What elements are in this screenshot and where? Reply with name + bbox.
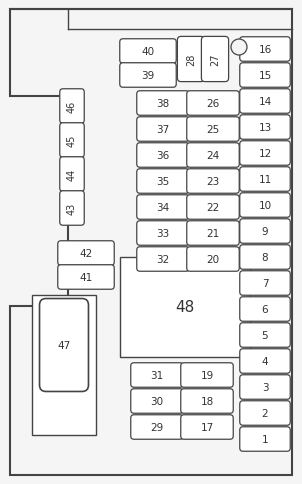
- Text: 6: 6: [262, 304, 268, 314]
- FancyBboxPatch shape: [201, 37, 229, 82]
- FancyBboxPatch shape: [240, 141, 290, 166]
- FancyBboxPatch shape: [120, 40, 176, 64]
- FancyBboxPatch shape: [137, 118, 189, 142]
- Text: 15: 15: [259, 71, 271, 81]
- Text: 30: 30: [150, 396, 164, 406]
- Text: 33: 33: [156, 228, 170, 239]
- FancyBboxPatch shape: [240, 116, 290, 140]
- FancyBboxPatch shape: [240, 271, 290, 296]
- Text: 46: 46: [67, 101, 77, 113]
- Text: 17: 17: [200, 422, 214, 432]
- FancyBboxPatch shape: [181, 415, 233, 439]
- FancyBboxPatch shape: [240, 63, 290, 88]
- Text: 47: 47: [57, 340, 71, 350]
- FancyBboxPatch shape: [240, 167, 290, 192]
- Text: 37: 37: [156, 125, 170, 135]
- FancyBboxPatch shape: [137, 247, 189, 272]
- FancyBboxPatch shape: [240, 401, 290, 425]
- Text: 24: 24: [206, 151, 220, 161]
- FancyBboxPatch shape: [131, 389, 183, 413]
- FancyBboxPatch shape: [240, 38, 290, 62]
- FancyBboxPatch shape: [58, 265, 114, 289]
- FancyBboxPatch shape: [60, 191, 84, 226]
- FancyBboxPatch shape: [137, 143, 189, 168]
- FancyBboxPatch shape: [187, 196, 239, 220]
- Text: 40: 40: [141, 47, 155, 57]
- FancyBboxPatch shape: [181, 389, 233, 413]
- FancyBboxPatch shape: [240, 90, 290, 114]
- FancyBboxPatch shape: [187, 169, 239, 194]
- FancyBboxPatch shape: [187, 91, 239, 116]
- FancyBboxPatch shape: [240, 323, 290, 348]
- Text: 32: 32: [156, 255, 170, 264]
- Text: 27: 27: [210, 54, 220, 66]
- Text: 22: 22: [206, 203, 220, 212]
- Circle shape: [231, 40, 247, 56]
- Text: 21: 21: [206, 228, 220, 239]
- Text: 7: 7: [262, 278, 268, 288]
- Text: 45: 45: [67, 135, 77, 147]
- FancyBboxPatch shape: [120, 63, 176, 88]
- Text: 44: 44: [67, 168, 77, 181]
- Text: 4: 4: [262, 356, 268, 366]
- Text: 43: 43: [67, 202, 77, 215]
- Text: 19: 19: [200, 370, 214, 380]
- FancyBboxPatch shape: [137, 91, 189, 116]
- FancyBboxPatch shape: [240, 375, 290, 399]
- Text: 9: 9: [262, 227, 268, 237]
- Text: 31: 31: [150, 370, 164, 380]
- Text: 36: 36: [156, 151, 170, 161]
- FancyBboxPatch shape: [131, 415, 183, 439]
- Text: 3: 3: [262, 382, 268, 392]
- FancyBboxPatch shape: [137, 221, 189, 246]
- FancyBboxPatch shape: [60, 157, 84, 192]
- FancyBboxPatch shape: [187, 143, 239, 168]
- Text: 12: 12: [259, 149, 271, 159]
- Text: 16: 16: [259, 45, 271, 55]
- FancyBboxPatch shape: [240, 349, 290, 374]
- FancyBboxPatch shape: [137, 169, 189, 194]
- FancyBboxPatch shape: [131, 363, 183, 387]
- Text: 14: 14: [259, 97, 271, 107]
- FancyBboxPatch shape: [60, 123, 84, 158]
- Text: 34: 34: [156, 203, 170, 212]
- Bar: [120, 257, 250, 357]
- FancyBboxPatch shape: [137, 196, 189, 220]
- FancyBboxPatch shape: [187, 247, 239, 272]
- Text: 11: 11: [259, 175, 271, 184]
- Text: 41: 41: [79, 272, 93, 283]
- FancyBboxPatch shape: [187, 221, 239, 246]
- Text: 28: 28: [186, 54, 196, 66]
- FancyBboxPatch shape: [240, 194, 290, 218]
- PathPatch shape: [10, 10, 292, 475]
- FancyBboxPatch shape: [187, 118, 239, 142]
- FancyBboxPatch shape: [177, 37, 204, 82]
- Text: 10: 10: [259, 200, 271, 211]
- Text: 18: 18: [200, 396, 214, 406]
- Text: 2: 2: [262, 408, 268, 418]
- FancyBboxPatch shape: [240, 427, 290, 451]
- FancyBboxPatch shape: [40, 299, 88, 392]
- FancyBboxPatch shape: [240, 297, 290, 321]
- FancyBboxPatch shape: [58, 241, 114, 266]
- Text: 39: 39: [141, 71, 155, 81]
- Text: 5: 5: [262, 330, 268, 340]
- Text: 48: 48: [175, 300, 194, 315]
- FancyBboxPatch shape: [181, 363, 233, 387]
- Text: 23: 23: [206, 177, 220, 187]
- Text: 42: 42: [79, 248, 93, 258]
- Text: 1: 1: [262, 434, 268, 444]
- Text: 38: 38: [156, 99, 170, 109]
- Text: 13: 13: [259, 123, 271, 133]
- Text: 25: 25: [206, 125, 220, 135]
- Text: 29: 29: [150, 422, 164, 432]
- Text: 35: 35: [156, 177, 170, 187]
- FancyBboxPatch shape: [60, 90, 84, 124]
- Text: 20: 20: [207, 255, 220, 264]
- Bar: [32, 295, 96, 435]
- Text: 8: 8: [262, 253, 268, 262]
- Text: 26: 26: [206, 99, 220, 109]
- FancyBboxPatch shape: [240, 219, 290, 244]
- FancyBboxPatch shape: [240, 245, 290, 270]
